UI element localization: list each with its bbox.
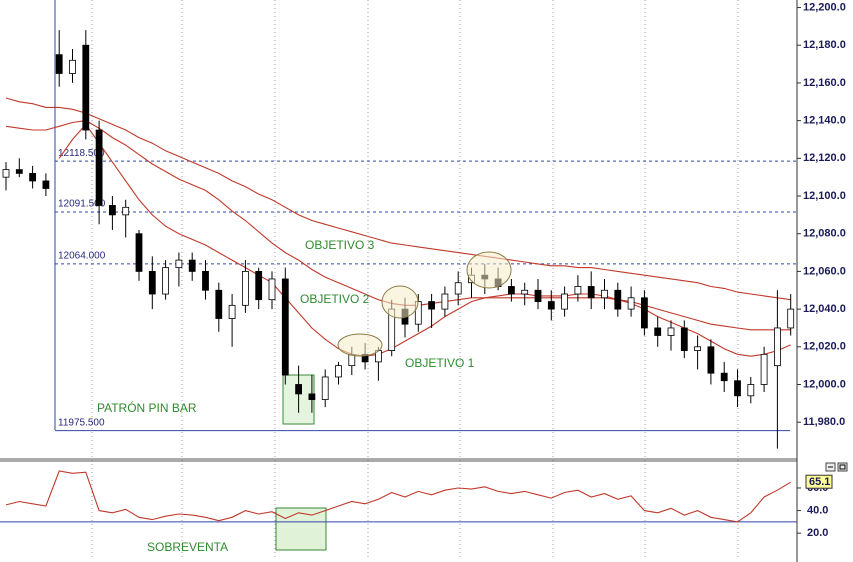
y-tick-label: 11,980.0 [803,416,845,428]
candle-body [308,393,316,400]
candle-body [441,293,449,310]
candle-body [42,180,50,189]
y-tick-label: 12,160.0 [803,77,846,89]
candle-body [228,304,236,319]
candle-body [321,376,329,400]
annotation: SOBREVENTA [147,540,228,554]
candle-body [69,59,76,74]
y-tick-label: 12,120.0 [803,152,846,164]
candle-body [122,206,130,216]
candle-body [614,289,622,310]
candle-body [55,54,63,74]
candle-body [255,271,263,301]
candle-body [774,327,781,367]
annotation: OBJETIVO 1 [405,356,475,370]
candle-body [547,301,555,310]
level-label: 12118.500 [58,148,105,159]
last-value-label: 65.1 [809,476,830,488]
candle-body [694,346,701,351]
annotation: PATRÓN PIN BAR [97,400,197,415]
candle-body [148,271,156,295]
candle-body [95,129,103,206]
y-tick-label: 12,180.0 [803,39,846,51]
annotation: OBJETIVO 3 [305,238,375,252]
candle-body [281,278,289,376]
oversold-box [275,507,327,551]
candle-body [747,384,755,397]
candle-body [15,169,23,174]
candle-body [667,327,675,336]
last-value-box [805,474,833,489]
candle-body [295,384,303,395]
candle-body [135,233,143,272]
candle-body [760,353,768,385]
candle-body [574,286,582,295]
candle-body [641,297,648,329]
candle-body [202,271,209,291]
rsi-line [5,470,791,523]
candle-body [175,259,183,269]
candle-body [268,278,276,301]
y-tick-label: 12,020.0 [803,341,846,353]
y-tick-label: 40.0 [807,504,828,516]
y-tick-label: 12,200.0 [803,1,846,13]
candle-body [162,267,170,295]
candle-body [601,289,608,299]
target-ellipses [337,251,512,357]
y-tick-label: 20.0 [807,527,828,539]
candle-body [534,289,542,302]
candle-body [521,289,529,295]
candle-body [707,346,715,374]
vertical-grid [91,0,739,558]
candle-body [109,205,116,216]
candle-body [561,293,568,310]
annotation: OBJETIVO 2 [300,292,370,306]
candle-body [680,327,688,351]
candle-body [507,286,515,295]
candle-body [335,365,342,378]
candle-body [454,282,462,295]
candle-body [787,308,795,329]
panel-buttons [825,462,848,472]
level-label: 12064.000 [58,251,106,262]
candle-body [734,380,741,397]
candle-body [720,372,728,382]
candle-body [215,289,223,319]
candle-body [82,44,90,131]
y-tick-label: 12,080.0 [803,228,846,240]
level-label: 12091.500 [58,199,106,210]
candle-body [428,301,436,310]
moving-average [5,97,791,301]
candle-body [2,169,10,178]
candle-body [654,327,662,336]
y-tick-label: 12,140.0 [803,115,846,127]
candle-body [587,286,595,299]
y-tick-label: 12,060.0 [803,265,846,277]
candle-body [627,297,635,310]
candle-body [188,259,196,272]
moving-average [58,123,791,357]
candle-body [29,172,37,182]
level-label: 11975.500 [58,417,105,428]
y-tick-label: 12,040.0 [803,303,846,315]
y-tick-label: 12,100.0 [803,190,846,202]
candle-body [241,271,249,306]
y-tick-label: 12,000.0 [803,378,846,390]
